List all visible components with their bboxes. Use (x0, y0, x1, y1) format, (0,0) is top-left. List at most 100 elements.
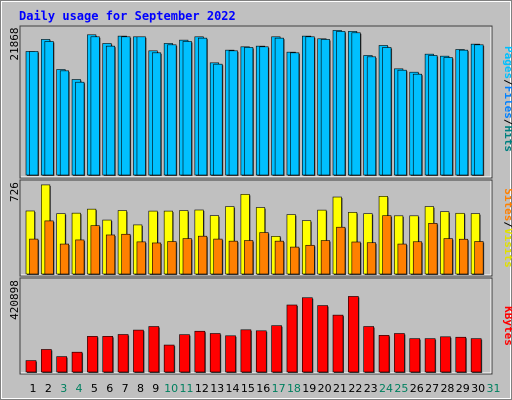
sites-bar (198, 235, 208, 275)
sites-bar (366, 242, 377, 275)
legend-sites: Sites (502, 188, 512, 221)
files-bar (274, 37, 284, 176)
kbytes-bar (317, 305, 328, 373)
kbytes-ymax-label: 420898 (8, 280, 21, 320)
files-bar (336, 31, 346, 176)
x-tick-label: 15 (241, 382, 255, 395)
sites-bar (274, 240, 284, 275)
sites-bar (397, 243, 407, 275)
x-tick-label: 7 (122, 382, 129, 395)
kbytes-bar (133, 329, 144, 373)
sites-bar (458, 238, 469, 275)
files-bar (121, 36, 131, 176)
x-tick-label: 22 (348, 382, 362, 395)
sites-bar (351, 241, 361, 275)
files-bar (428, 55, 438, 176)
files-bar (105, 45, 116, 176)
kbytes-bar (255, 330, 267, 373)
files-bar (75, 81, 85, 176)
x-tick-label: 3 (60, 382, 67, 395)
x-tick-label: 14 (226, 382, 240, 395)
chart-title: Daily usage for September 2022 (19, 9, 236, 23)
sites-bar (105, 234, 116, 275)
sites-bar (259, 232, 269, 275)
files-bar (305, 36, 315, 176)
kbytes-bar (363, 326, 375, 373)
x-tick-label: 30 (471, 382, 485, 395)
x-tick-label: 19 (302, 382, 316, 395)
files-bar (152, 52, 162, 176)
sites-bar (305, 244, 315, 275)
x-tick-label: 5 (91, 382, 98, 395)
sites-bar (90, 225, 100, 275)
x-tick-label: 13 (210, 382, 224, 395)
x-tick-label: 21 (333, 382, 347, 395)
files-bar (136, 36, 146, 176)
x-tick-label: 8 (137, 382, 144, 395)
sites-bar (29, 238, 39, 275)
x-tick-label: 1 (30, 382, 37, 395)
legend-sep-3: / (502, 221, 512, 228)
kbytes-bar (163, 344, 175, 373)
files-bar (474, 44, 484, 176)
files-bar (244, 47, 254, 176)
sites-bar (44, 220, 54, 275)
files-bar (29, 51, 39, 176)
kbytes-bar (102, 336, 114, 373)
files-bar (259, 46, 269, 176)
sites-bar (59, 243, 70, 275)
kbytes-bar (25, 360, 37, 373)
kbytes-bar (455, 336, 467, 373)
files-bar (320, 39, 330, 176)
kbytes-bar (394, 333, 405, 373)
sites-bar (136, 241, 146, 275)
kbytes-bar (117, 334, 129, 373)
kbytes-bar (440, 336, 451, 373)
x-tick-label: 26 (410, 382, 424, 395)
sites-bar (182, 238, 192, 275)
kbytes-bar (41, 349, 52, 373)
x-tick-label: 20 (318, 382, 332, 395)
hits-panel: 21868 Pages/Files/Hits (8, 25, 512, 179)
x-tick-label: 4 (76, 382, 83, 395)
kbytes-panel: 420898 KBytes (8, 277, 512, 375)
kbytes-bar (286, 304, 298, 373)
files-bar (228, 50, 238, 176)
x-tick-label: 23 (364, 382, 378, 395)
x-tick-label: 31 (487, 382, 501, 395)
legend-sep-2: / (502, 119, 512, 126)
x-tick-label: 28 (440, 382, 454, 395)
visits-legend: Sites/Visits (502, 188, 512, 268)
legend-visits: Visits (502, 228, 512, 268)
sites-bar (244, 240, 254, 275)
files-bar (290, 52, 300, 176)
legend-pages: Pages (502, 46, 512, 79)
files-bar (167, 44, 177, 176)
kbytes-bar (179, 334, 190, 373)
sites-bar (228, 240, 238, 275)
visits-panel: 726 Sites/Visits (8, 179, 512, 277)
kbytes-bar (209, 333, 221, 373)
sites-bar (474, 241, 484, 275)
kbytes-bar (301, 297, 313, 373)
sites-bar (443, 238, 453, 275)
visits-bars (25, 184, 485, 275)
x-tick-label: 17 (272, 382, 286, 395)
files-bar (382, 47, 392, 176)
files-bar (182, 41, 192, 176)
files-bar (351, 32, 361, 176)
files-bar (458, 49, 469, 176)
kbytes-bar (378, 335, 390, 373)
kbytes-bar (225, 335, 236, 373)
kbytes-bar (240, 329, 252, 373)
x-tick-label: 16 (256, 382, 270, 395)
sites-bar (412, 241, 423, 275)
files-bar (443, 57, 453, 176)
x-tick-label: 2 (45, 382, 52, 395)
sites-bar (336, 226, 346, 275)
x-tick-label: 10 (164, 382, 178, 395)
sites-bar (213, 238, 223, 275)
x-tick-label: 24 (379, 382, 393, 395)
